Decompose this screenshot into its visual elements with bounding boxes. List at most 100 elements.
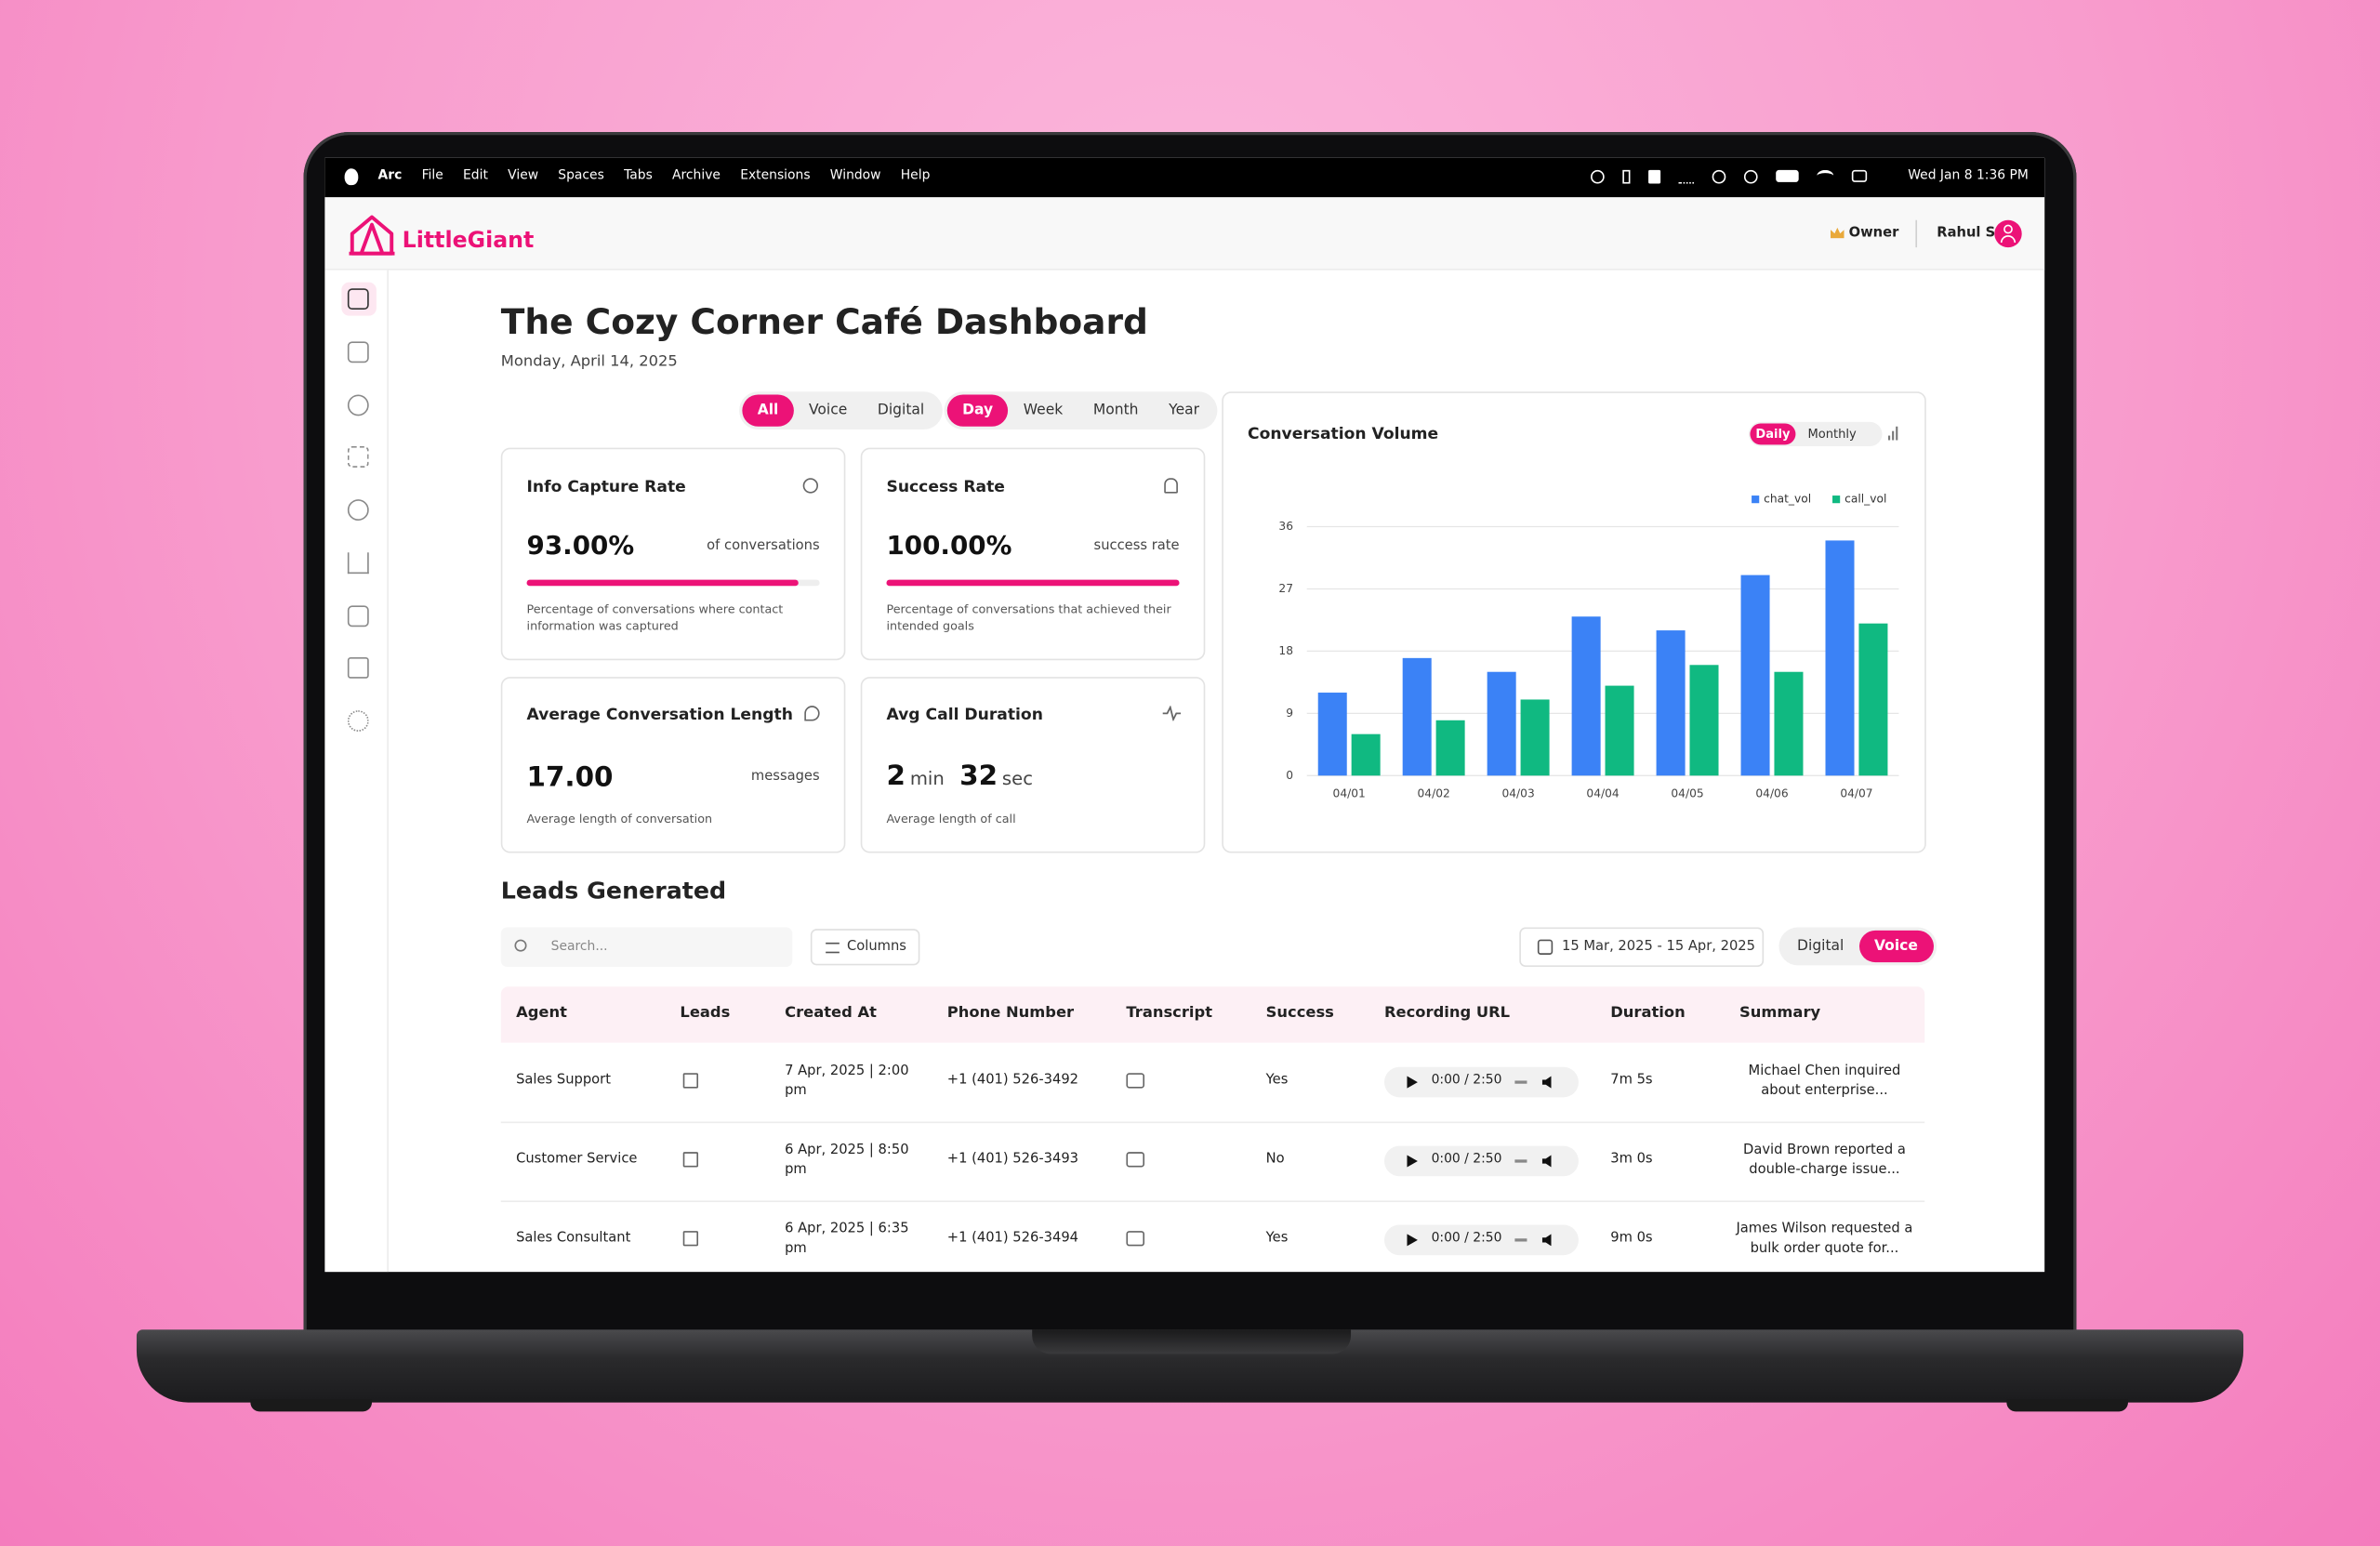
lead-link-icon[interactable] [682,1073,699,1089]
column-header[interactable]: Transcript [1126,1004,1213,1022]
status-icon[interactable] [1678,170,1695,184]
menu-item[interactable]: Spaces [558,168,604,184]
column-header[interactable]: Duration [1610,1004,1686,1022]
nav-documents[interactable] [347,656,369,679]
control-center-icon[interactable] [1851,169,1868,182]
volume-button[interactable] [1541,1234,1552,1247]
metric-title: Info Capture Rate [526,478,686,496]
menu-item[interactable]: Archive [672,168,721,184]
seconds-unit: sec [1001,768,1033,789]
transcript-icon[interactable] [1126,1231,1145,1247]
user-avatar[interactable] [1994,219,2022,248]
metric-unit: success rate [1093,538,1180,554]
status-icon[interactable] [1591,169,1605,184]
volume-button[interactable] [1541,1076,1552,1089]
menu-item[interactable]: Window [829,168,881,184]
column-header[interactable]: Leads [680,1004,731,1022]
brand-name[interactable]: LittleGiant [402,229,535,254]
play-button[interactable] [1407,1076,1418,1089]
bar [1402,657,1432,776]
users-icon[interactable] [1164,478,1178,494]
status-icon[interactable] [1648,169,1661,184]
column-header[interactable]: Created At [785,1004,877,1022]
play-button[interactable] [1407,1155,1418,1168]
lead-link-icon[interactable] [682,1231,699,1247]
chart-toggle[interactable]: Daily [1755,428,1791,442]
filter-pill[interactable]: All [742,394,794,427]
filter-pill[interactable]: Voice [808,402,848,419]
metric-description: Percentage of conversations where contac… [526,602,784,632]
filter-pill[interactable]: Day [946,394,1009,427]
created-at: 6 Apr, 2025 | 6:35 pm [785,1222,909,1257]
menu-item[interactable]: Extensions [740,168,811,184]
info-icon[interactable] [802,478,818,494]
sidebar [324,270,389,1273]
progress-slider[interactable] [1514,1238,1527,1242]
nav-integrations[interactable] [347,605,369,628]
volume-button[interactable] [1541,1155,1552,1168]
chart-type-icon[interactable] [1888,426,1898,441]
battery-icon[interactable] [1776,169,1799,182]
metric-description: Average length of conversation [526,812,713,826]
column-header[interactable]: Phone Number [946,1004,1075,1022]
menu-app[interactable]: Arc [377,168,403,184]
apple-logo[interactable] [344,168,359,186]
audio-player[interactable]: 0:00 / 2:50 [1383,1224,1579,1256]
nav-billing[interactable] [347,499,369,521]
menu-item[interactable]: Tabs [624,168,653,184]
minutes: 2 [886,760,906,793]
filter-pill[interactable]: Digital [877,402,925,419]
chart-toggle-active[interactable] [1750,423,1796,445]
nav-settings[interactable] [347,710,369,732]
status-icon[interactable] [1743,169,1758,184]
nav-home[interactable] [347,288,369,311]
progress-slider[interactable] [1514,1159,1527,1163]
success: Yes [1265,1231,1289,1247]
nav-bot[interactable] [347,341,369,363]
columns-button[interactable]: Columns [810,929,920,966]
play-button[interactable] [1407,1234,1418,1247]
duration-value: 2 min 32 sec [886,760,1033,792]
y-tick-label: 0 [1286,769,1293,782]
chart-toggle[interactable]: Monthly [1807,428,1857,442]
menu-item[interactable]: View [508,168,539,184]
lead-link-icon[interactable] [682,1152,699,1168]
filter-pill[interactable]: Week [1023,402,1064,419]
metric-unit: of conversations [707,538,820,554]
nav-qr[interactable] [347,445,369,468]
status-icon[interactable] [1712,169,1726,184]
nav-library[interactable] [347,552,369,575]
search-box[interactable]: Search... [500,927,793,967]
user-name[interactable]: Rahul S [1937,226,1996,242]
chat-icon[interactable] [804,706,820,721]
brand-logo[interactable] [348,213,396,258]
filter-pill[interactable]: Digital [1797,937,1844,955]
audio-player[interactable]: 0:00 / 2:50 [1383,1066,1579,1098]
progress-slider[interactable] [1514,1080,1527,1084]
x-tick-label: 04/05 [1671,786,1703,799]
column-header[interactable]: Summary [1739,1004,1821,1022]
nav-voicemail[interactable] [347,394,369,416]
phone: +1 (401) 526-3493 [946,1152,1079,1168]
wifi-icon[interactable] [1817,169,1834,182]
menu-item[interactable]: Help [900,168,931,184]
filter-pill[interactable]: Voice [1858,930,1934,963]
activity-icon[interactable] [1162,706,1182,721]
date-range-button[interactable]: 15 Mar, 2025 - 15 Apr, 2025 [1519,927,1765,967]
menu-item[interactable]: Edit [463,168,488,184]
minutes-unit: min [909,768,945,789]
transcript-icon[interactable] [1126,1073,1145,1089]
columns-label: Columns [847,939,906,955]
column-header[interactable]: Success [1265,1004,1334,1022]
screen: Arc File Edit View Spaces Tabs Archive Extensi… [324,157,2045,1273]
menu-item[interactable]: File [421,168,443,184]
transcript-icon[interactable] [1126,1152,1145,1168]
audio-player[interactable]: 0:00 / 2:50 [1383,1145,1579,1177]
filter-pill[interactable]: Month [1092,402,1139,419]
column-header[interactable]: Recording URL [1383,1004,1511,1022]
app-header [324,197,2045,271]
filter-pill[interactable]: Year [1169,402,1200,419]
status-icon[interactable] [1622,169,1631,184]
column-header[interactable]: Agent [516,1004,567,1022]
